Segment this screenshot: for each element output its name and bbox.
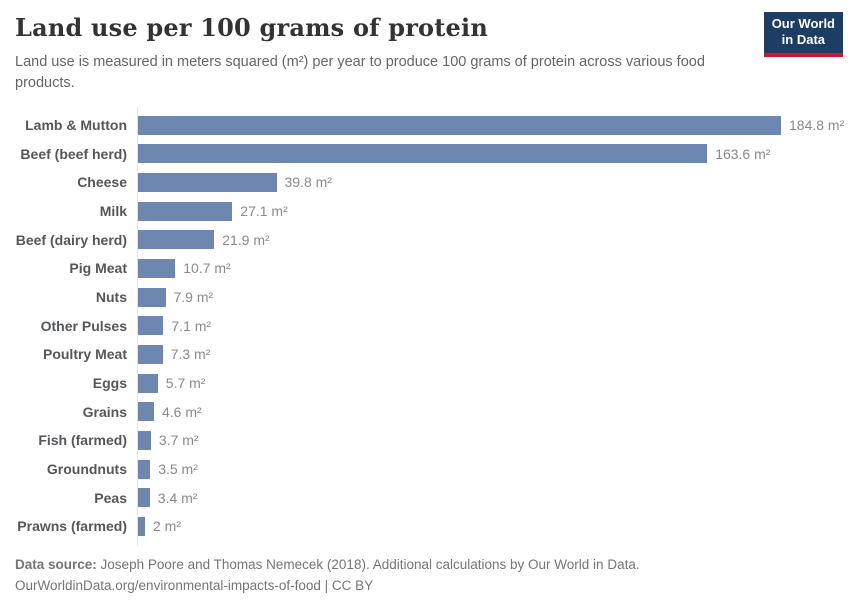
category-label: Other Pulses bbox=[40, 317, 127, 334]
chart-row: Poultry Meat 7.3 m² bbox=[15, 340, 835, 369]
value-label: 3.7 m² bbox=[158, 432, 199, 449]
chart-row: Eggs 5.7 m² bbox=[15, 369, 835, 398]
value-label: 163.6 m² bbox=[715, 145, 771, 162]
category-label: Milk bbox=[99, 203, 127, 220]
bar-track: 7.3 m² bbox=[138, 344, 835, 364]
data-source-label: Data source: bbox=[15, 556, 97, 572]
bar-track: 3.5 m² bbox=[138, 459, 835, 479]
data-source-text: Joseph Poore and Thomas Nemecek (2018). … bbox=[100, 556, 640, 572]
data-source-line: Data source: Joseph Poore and Thomas Nem… bbox=[15, 554, 835, 576]
bar-track: 184.8 m² bbox=[138, 115, 845, 135]
bar-track: 163.6 m² bbox=[138, 144, 835, 164]
category-label: Beef (dairy herd) bbox=[15, 231, 127, 248]
chart-row: Lamb & Mutton 184.8 m² bbox=[15, 111, 844, 140]
bar[interactable] bbox=[138, 230, 215, 250]
bar-track: 3.4 m² bbox=[138, 488, 835, 508]
value-label: 10.7 m² bbox=[183, 260, 231, 277]
chart-row: Other Pulses 7.1 m² bbox=[15, 311, 835, 340]
chart-row: Milk 27.1 m² bbox=[15, 197, 835, 226]
value-label: 184.8 m² bbox=[789, 117, 845, 134]
bar[interactable] bbox=[138, 201, 233, 221]
bar[interactable] bbox=[138, 402, 154, 422]
bar-track: 21.9 m² bbox=[138, 230, 835, 250]
chart-footer: Data source: Joseph Poore and Thomas Nem… bbox=[15, 554, 835, 597]
bar-track: 4.6 m² bbox=[138, 402, 835, 422]
value-label: 3.4 m² bbox=[157, 489, 198, 506]
category-label: Fish (farmed) bbox=[38, 432, 127, 449]
category-label: Poultry Meat bbox=[42, 346, 127, 363]
value-label: 39.8 m² bbox=[284, 174, 332, 191]
value-label: 3.5 m² bbox=[158, 461, 198, 478]
chart-row: Beef (beef herd) 163.6 m² bbox=[15, 139, 835, 168]
bar[interactable] bbox=[138, 172, 277, 192]
bar[interactable] bbox=[138, 144, 708, 164]
owid-logo-line1: Our World bbox=[771, 16, 835, 31]
chart-row: Cheese 39.8 m² bbox=[15, 168, 835, 197]
value-label: 27.1 m² bbox=[240, 203, 288, 220]
value-label: 7.1 m² bbox=[171, 317, 212, 334]
bar[interactable] bbox=[138, 373, 158, 393]
category-label: Pig Meat bbox=[69, 260, 127, 277]
bar-track: 7.9 m² bbox=[138, 287, 835, 307]
category-label: Eggs bbox=[92, 375, 127, 392]
bar-chart: Lamb & Mutton 184.8 m² Beef (beef herd) … bbox=[15, 106, 844, 546]
bar-track: 3.7 m² bbox=[138, 430, 835, 450]
bar-track: 7.1 m² bbox=[138, 316, 835, 336]
value-label: 4.6 m² bbox=[162, 403, 202, 420]
bar[interactable] bbox=[138, 316, 164, 336]
category-label: Grains bbox=[82, 403, 127, 420]
bar-track: 2 m² bbox=[138, 516, 835, 536]
owid-logo-line2: in Data bbox=[781, 32, 826, 48]
value-label: 7.9 m² bbox=[173, 289, 214, 306]
value-label: 7.3 m² bbox=[170, 346, 211, 363]
owid-logo[interactable]: Our World in Data bbox=[763, 12, 843, 57]
value-label: 21.9 m² bbox=[222, 231, 270, 248]
bar-track: 5.7 m² bbox=[138, 373, 835, 393]
rows: Lamb & Mutton 184.8 m² Beef (beef herd) … bbox=[15, 111, 844, 541]
value-label: 5.7 m² bbox=[165, 375, 206, 392]
license-link[interactable]: OurWorldinData.org/environmental-impacts… bbox=[15, 578, 374, 594]
bar[interactable] bbox=[138, 430, 151, 450]
category-label: Cheese bbox=[77, 174, 127, 191]
category-label: Lamb & Mutton bbox=[25, 117, 127, 134]
bar[interactable] bbox=[138, 258, 176, 278]
category-label: Groundnuts bbox=[46, 461, 127, 478]
bar[interactable] bbox=[138, 344, 163, 364]
category-label: Beef (beef herd) bbox=[20, 145, 127, 162]
bar-track: 39.8 m² bbox=[138, 172, 835, 192]
bar-track: 10.7 m² bbox=[138, 258, 835, 278]
bar[interactable] bbox=[138, 115, 781, 135]
bar-track: 27.1 m² bbox=[138, 201, 835, 221]
chart-subtitle: Land use is measured in meters squared (… bbox=[15, 53, 705, 91]
bar[interactable] bbox=[138, 488, 150, 508]
value-label: 2 m² bbox=[153, 518, 181, 535]
category-label: Nuts bbox=[95, 289, 127, 306]
category-label: Prawns (farmed) bbox=[17, 518, 127, 535]
page-title: Land use per 100 grams of protein bbox=[15, 13, 488, 42]
bar[interactable] bbox=[138, 287, 166, 307]
chart-row: Pig Meat 10.7 m² bbox=[15, 254, 835, 283]
chart-row: Peas 3.4 m² bbox=[15, 483, 835, 512]
bar[interactable] bbox=[138, 459, 151, 479]
chart-row: Prawns (farmed) 2 m² bbox=[15, 512, 835, 541]
chart-row: Grains 4.6 m² bbox=[15, 397, 835, 426]
chart-row: Groundnuts 3.5 m² bbox=[15, 455, 835, 484]
y-axis-line bbox=[137, 106, 138, 546]
bar[interactable] bbox=[138, 516, 145, 536]
chart-row: Fish (farmed) 3.7 m² bbox=[15, 426, 835, 455]
chart-row: Nuts 7.9 m² bbox=[15, 283, 835, 312]
chart-row: Beef (dairy herd) 21.9 m² bbox=[15, 225, 835, 254]
category-label: Peas bbox=[94, 489, 127, 506]
